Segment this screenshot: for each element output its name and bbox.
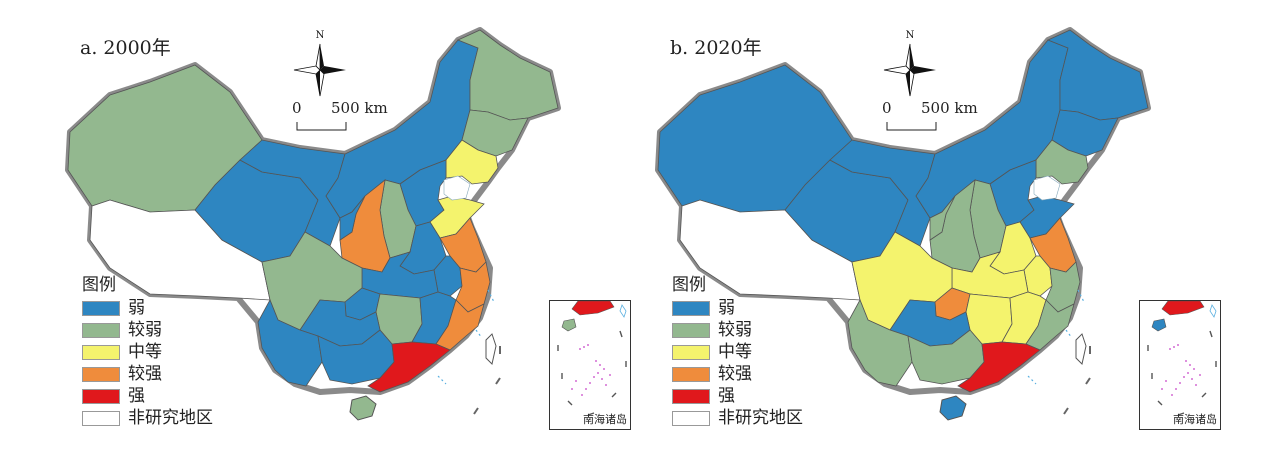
compass-letter: N — [906, 30, 915, 41]
legend-swatch — [82, 322, 120, 338]
panel-title: b. 2020年 — [670, 37, 762, 59]
region-guangdong — [957, 341, 1041, 393]
inset-boundary-dashes — [1147, 330, 1217, 416]
legend: 图例 弱较弱 中等 较强强非研究地区 — [82, 274, 213, 430]
legend-label: 较强 — [128, 364, 162, 384]
inset-label: 南海诸岛 — [1173, 413, 1217, 426]
legend-items: 弱较弱 中等 较强强非研究地区 — [672, 298, 803, 428]
legend-swatch — [82, 344, 120, 360]
legend-label: 非研究地区 — [128, 408, 213, 428]
inset-guangdong — [571, 301, 615, 316]
inset-boundary-dashes — [557, 330, 627, 416]
legend-label: 较弱 — [718, 320, 752, 340]
inset-map — [1147, 301, 1217, 416]
panel-title: a. 2000年 — [80, 37, 171, 59]
inset-islands — [1161, 344, 1201, 396]
region-hainan — [349, 395, 377, 421]
legend-item: 弱 — [82, 298, 213, 318]
legend-item: 较强 — [82, 364, 213, 384]
legend-item: 较弱 — [672, 320, 803, 340]
inset-taiwan — [619, 304, 627, 318]
scale-distance-label: 500 km — [331, 99, 388, 117]
legend-swatch — [672, 366, 710, 382]
legend-swatch — [82, 300, 120, 316]
region-ningxia — [339, 195, 366, 241]
bohai-sea — [443, 175, 471, 201]
coast-dashes — [1027, 289, 1085, 385]
scale-bar — [886, 122, 937, 131]
sea-boundary-marks — [473, 346, 501, 415]
inset-map — [557, 301, 627, 416]
legend-swatch — [82, 366, 120, 382]
china-map: N — [655, 27, 1151, 421]
south-china-sea-inset: 南海诸岛 — [1139, 300, 1221, 430]
legend-item: 非研究地区 — [672, 408, 803, 428]
legend-swatch — [672, 300, 710, 316]
sea-boundary-marks — [1063, 346, 1091, 415]
region-heilongjiang — [1046, 29, 1149, 121]
legend-item: 强 — [82, 386, 213, 406]
legend-swatch — [672, 322, 710, 338]
inset-hainan — [561, 318, 577, 332]
north-arrow-icon — [883, 43, 936, 97]
inset-taiwan — [1209, 304, 1217, 318]
legend-swatch — [82, 410, 120, 426]
legend: 图例 弱较弱 中等 较强强非研究地区 — [672, 274, 803, 430]
compass-letter: N — [316, 30, 325, 41]
region-taiwan — [485, 333, 497, 365]
scale-zero-label: 0 — [292, 99, 302, 117]
legend-title: 图例 — [82, 275, 116, 295]
legend-items: 弱较弱 中等 较强强非研究地区 — [82, 298, 213, 428]
inset-hainan — [1151, 318, 1167, 332]
legend-label: 较弱 — [128, 320, 162, 340]
scale-zero-label: 0 — [882, 99, 892, 117]
scale-bar — [296, 122, 347, 131]
legend-label: 强 — [718, 386, 735, 406]
legend-item: 弱 — [672, 298, 803, 318]
map-panel-a: N a. 2000年 0 500 km 图例 弱较弱 中等 较强强非研究地区 — [65, 27, 631, 430]
region-heilongjiang — [456, 29, 559, 121]
inset-guangdong — [1161, 301, 1205, 316]
legend-item: 中等 — [672, 342, 803, 362]
legend-swatch — [672, 344, 710, 360]
legend-item: 强 — [672, 386, 803, 406]
legend-swatch — [672, 388, 710, 404]
region-fujian — [1025, 299, 1075, 351]
region-taiwan — [1075, 333, 1087, 365]
legend-title: 图例 — [672, 275, 706, 295]
legend-item: 较强 — [672, 364, 803, 384]
bohai-sea — [1033, 175, 1061, 201]
map-panel-b: N b. 2020年 0 500 km 图例 弱较弱 中等 较强强非研究地区 — [590, 0, 1224, 455]
legend-label: 强 — [128, 386, 145, 406]
region-hainan — [939, 395, 967, 421]
legend-label: 中等 — [128, 342, 162, 362]
legend-label: 弱 — [718, 298, 735, 318]
coast-dashes — [437, 289, 495, 385]
legend-item: 中等 — [82, 342, 213, 362]
legend-item: 较弱 — [82, 320, 213, 340]
region-fujian — [435, 299, 485, 351]
legend-label: 弱 — [128, 298, 145, 318]
north-arrow-icon — [293, 43, 346, 97]
legend-label: 非研究地区 — [718, 408, 803, 428]
legend-label: 较强 — [718, 364, 752, 384]
legend-item: 非研究地区 — [82, 408, 213, 428]
region-guangdong — [367, 341, 451, 393]
south-china-sea-inset: 南海诸岛 — [549, 300, 631, 430]
china-map: N — [65, 27, 561, 421]
legend-swatch — [672, 410, 710, 426]
inset-label: 南海诸岛 — [583, 413, 627, 426]
legend-swatch — [82, 388, 120, 404]
scale-distance-label: 500 km — [921, 99, 978, 117]
region-ningxia — [929, 195, 956, 241]
legend-label: 中等 — [718, 342, 752, 362]
inset-islands — [571, 344, 611, 396]
